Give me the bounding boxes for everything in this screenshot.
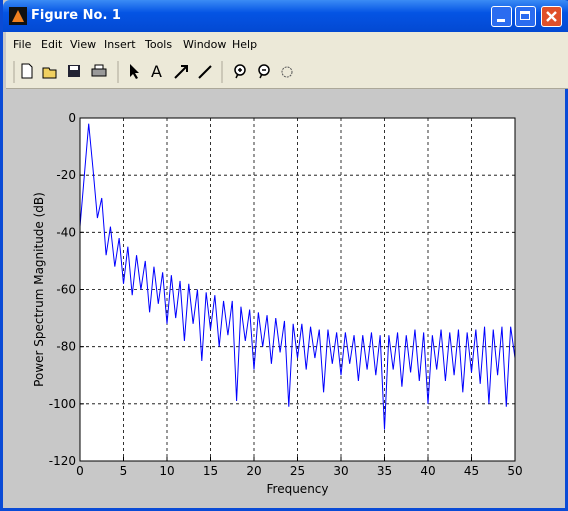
y-tick-label: 0 bbox=[68, 111, 76, 125]
menu-item[interactable]: Edit bbox=[41, 38, 63, 51]
y-tick-label: -80 bbox=[56, 340, 76, 354]
x-tick-label: 15 bbox=[203, 464, 218, 478]
new-button[interactable] bbox=[21, 63, 33, 79]
menu-item[interactable]: Insert bbox=[104, 38, 136, 51]
rotate-button[interactable] bbox=[281, 66, 293, 78]
menu-item[interactable]: Window bbox=[183, 38, 227, 51]
maximize-button[interactable] bbox=[515, 6, 536, 27]
select-button[interactable] bbox=[130, 64, 139, 79]
x-tick-label: 45 bbox=[464, 464, 479, 478]
menu-bar: File Edit View Insert Tools Window Help bbox=[6, 32, 568, 56]
data-line bbox=[79, 123, 516, 430]
y-tick-label: -20 bbox=[56, 168, 76, 182]
print-button[interactable] bbox=[91, 64, 107, 77]
y-axis-label: Power Spectrum Magnitude (dB) bbox=[32, 192, 46, 387]
window-title: Figure No. 1 bbox=[31, 8, 121, 23]
menu-item[interactable]: Tools bbox=[145, 38, 173, 51]
x-tick-label: 35 bbox=[377, 464, 392, 478]
minimize-button[interactable] bbox=[491, 6, 512, 27]
plot-frame bbox=[79, 117, 516, 462]
x-tick-label: 10 bbox=[159, 464, 174, 478]
y-tick-label: -40 bbox=[56, 225, 76, 239]
menu-item[interactable]: Help bbox=[232, 38, 258, 51]
x-tick-label: 20 bbox=[246, 464, 261, 478]
app-icon bbox=[9, 7, 27, 25]
save-button[interactable] bbox=[68, 65, 80, 77]
y-tick-label: -60 bbox=[56, 283, 76, 297]
toolbar: A bbox=[6, 56, 568, 89]
close-button[interactable] bbox=[541, 6, 562, 27]
line-button[interactable] bbox=[198, 65, 212, 79]
x-axis-label: Frequency bbox=[267, 482, 329, 496]
open-button[interactable] bbox=[42, 67, 57, 79]
y-tick-label: -120 bbox=[49, 454, 76, 468]
x-tick-label: 25 bbox=[290, 464, 305, 478]
svg-text:A: A bbox=[151, 62, 162, 81]
menu-item[interactable]: File bbox=[13, 38, 32, 51]
figure-canvas: 0 5 10 15 20 25 30 35 40 45 50 0 -20 -40 -60 -80 -100 -12… bbox=[32, 111, 523, 496]
x-tick-label: 50 bbox=[507, 464, 522, 478]
zoom-out-button[interactable] bbox=[258, 64, 270, 79]
close-icon bbox=[546, 11, 557, 22]
y-tick-label: -100 bbox=[49, 397, 76, 411]
menu-item[interactable]: View bbox=[70, 38, 97, 51]
toolbar-icons: A bbox=[13, 61, 293, 83]
x-tick-label: 5 bbox=[120, 464, 128, 478]
x-tick-label: 0 bbox=[76, 464, 84, 478]
zoom-in-button[interactable] bbox=[234, 64, 246, 79]
arrow-button[interactable] bbox=[174, 65, 188, 79]
x-tick-label: 30 bbox=[333, 464, 348, 478]
title-bar: Figure No. 1 bbox=[3, 0, 568, 32]
x-tick-label: 40 bbox=[420, 464, 435, 478]
text-button[interactable]: A bbox=[151, 62, 162, 81]
